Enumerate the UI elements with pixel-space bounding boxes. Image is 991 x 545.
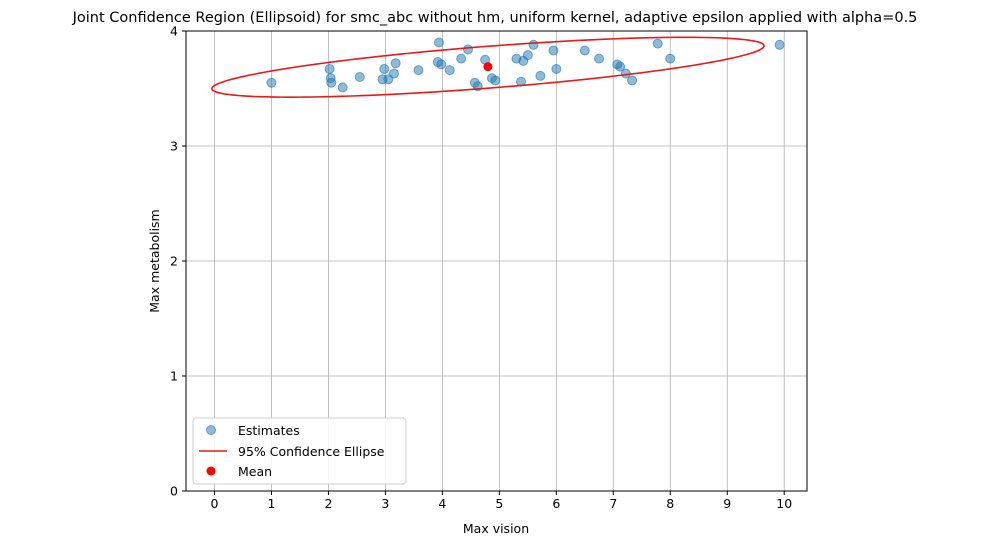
legend: Estimates 95% Confidence Ellipse Mean <box>192 417 407 485</box>
estimate-point <box>388 68 399 79</box>
estimate-point <box>444 65 455 76</box>
legend-label-estimates: Estimates <box>238 423 300 438</box>
y-axis-label: Max metabolism <box>147 209 162 312</box>
estimate-point <box>774 39 785 50</box>
estimate-point <box>535 70 546 81</box>
x-tick-label: 4 <box>438 496 446 511</box>
x-tick-label: 1 <box>267 496 275 511</box>
x-tick-label: 6 <box>552 496 560 511</box>
estimate-point <box>615 61 626 72</box>
plot-frame <box>185 30 808 492</box>
legend-label-ellipse: 95% Confidence Ellipse <box>238 444 385 459</box>
estimate-point <box>324 63 335 74</box>
confidence-ellipse <box>211 36 765 98</box>
y-tick-label: 2 <box>170 254 178 269</box>
estimate-point <box>463 44 474 55</box>
y-axis-ticks: 0 1 2 3 4 <box>170 24 186 499</box>
x-tick-label: 7 <box>609 496 617 511</box>
y-tick-label: 1 <box>170 369 178 384</box>
mean-point <box>483 62 493 72</box>
x-tick-label: 5 <box>495 496 503 511</box>
x-axis-label: Max vision <box>463 521 529 536</box>
legend-box <box>192 417 407 485</box>
estimate-point <box>548 45 559 56</box>
estimate-point <box>326 77 337 88</box>
estimate-point <box>522 50 533 61</box>
estimate-point <box>528 39 539 50</box>
estimate-point <box>354 72 365 82</box>
estimate-point <box>266 77 277 88</box>
x-tick-label: 2 <box>324 496 332 511</box>
estimate-point <box>490 75 501 86</box>
legend-marker-mean <box>206 466 216 476</box>
estimate-point <box>456 53 467 64</box>
estimate-point <box>627 75 638 86</box>
chart-title: Joint Confidence Region (Ellipsoid) for … <box>72 10 918 26</box>
estimate-point <box>594 53 605 64</box>
estimate-point <box>433 37 444 48</box>
y-tick-label: 3 <box>170 139 178 154</box>
x-tick-label: 8 <box>666 496 674 511</box>
estimate-point <box>337 82 348 93</box>
x-axis-ticks: 0 1 2 3 4 5 6 7 8 9 10 <box>211 491 792 511</box>
x-tick-label: 10 <box>776 496 792 511</box>
x-tick-label: 3 <box>381 496 389 511</box>
estimate-point <box>551 63 562 74</box>
legend-marker-estimates <box>206 425 216 435</box>
estimate-point <box>652 38 663 49</box>
x-tick-label: 0 <box>211 496 219 511</box>
estimate-point <box>665 53 676 64</box>
estimate-point <box>379 63 390 74</box>
y-tick-label: 4 <box>170 24 178 39</box>
y-tick-label: 0 <box>170 484 178 499</box>
estimate-point <box>413 65 424 76</box>
estimate-point <box>390 58 401 69</box>
x-tick-label: 9 <box>723 496 731 511</box>
estimate-point <box>579 45 590 56</box>
legend-label-mean: Mean <box>238 464 272 479</box>
estimate-point <box>436 59 447 70</box>
plot-area <box>211 36 785 98</box>
